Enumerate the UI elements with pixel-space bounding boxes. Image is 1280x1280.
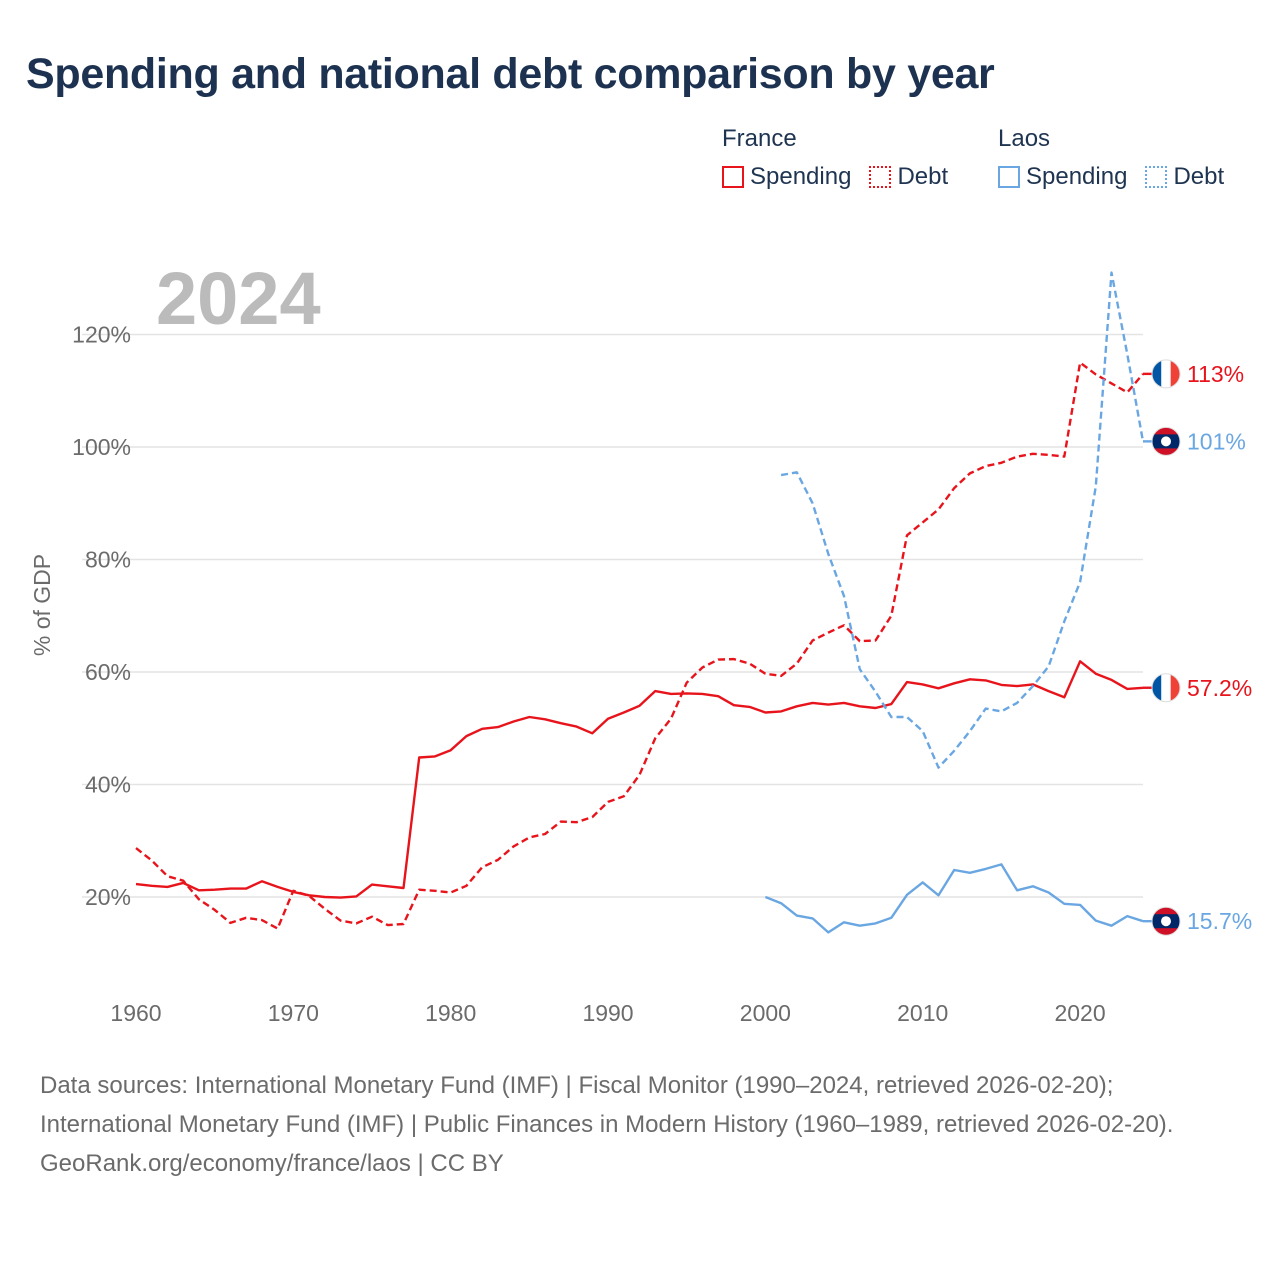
footer-sources: Data sources: International Monetary Fun… bbox=[40, 1072, 1174, 1138]
end-label-laos-debt: 101% bbox=[1187, 428, 1246, 454]
legend-label-france-spending: Spending bbox=[750, 163, 852, 190]
legend-label-laos-debt: Debt bbox=[1173, 163, 1225, 190]
end-markers: 57.2% 113% 15.7% 101% bbox=[1143, 359, 1252, 936]
y-tick-label: 80% bbox=[85, 547, 131, 573]
line-chart: 2024 % of GDP 20%40%60%80%100%120% 1960 1… bbox=[29, 257, 1252, 1026]
y-axis-title: % of GDP bbox=[29, 554, 55, 656]
x-tick-label: 1990 bbox=[582, 1000, 633, 1026]
series-lines bbox=[135, 271, 1145, 934]
legend-group-label-laos: Laos bbox=[998, 125, 1051, 152]
france-flag-icon bbox=[1151, 359, 1181, 389]
x-axis-ticks: 1960 1970 1980 1990 2000 2010 2020 bbox=[110, 1000, 1105, 1026]
x-tick-label: 2000 bbox=[740, 1000, 791, 1026]
legend-item-france-spending[interactable]: Spending bbox=[722, 163, 851, 191]
footer: Data sources: International Monetary Fun… bbox=[40, 1066, 1240, 1183]
year-label: 2024 bbox=[156, 257, 321, 340]
y-tick-label: 60% bbox=[85, 659, 131, 685]
legend-group-france: France Spending Debt bbox=[722, 122, 948, 198]
end-label-laos-spending: 15.7% bbox=[1187, 908, 1252, 934]
legend-item-laos-spending[interactable]: Spending bbox=[998, 163, 1127, 191]
series-line-france-debt[interactable] bbox=[135, 361, 1144, 930]
legend-label-france-debt: Debt bbox=[897, 163, 949, 190]
legend-swatch-laos-spending bbox=[998, 166, 1020, 188]
legend-label-laos-spending: Spending bbox=[1026, 163, 1128, 190]
grid bbox=[82, 333, 1143, 898]
legend-group-laos: Laos Spending Debt bbox=[998, 122, 1224, 198]
x-tick-label: 2020 bbox=[1054, 1000, 1105, 1026]
y-axis-ticks: 20% 40% 60% 80% 100% 120% bbox=[72, 322, 131, 911]
legend-group-label-france: France bbox=[722, 125, 797, 152]
y-tick-label: 120% bbox=[72, 322, 131, 348]
series-line-laos-spending[interactable] bbox=[764, 863, 1144, 934]
chart-title: Spending and national debt comparison by… bbox=[26, 50, 995, 98]
y-tick-label: 40% bbox=[85, 772, 131, 798]
x-tick-label: 1970 bbox=[268, 1000, 319, 1026]
series-line-france-spending[interactable] bbox=[135, 660, 1144, 899]
legend-swatch-france-spending bbox=[722, 166, 744, 188]
y-tick-label: 100% bbox=[72, 434, 131, 460]
laos-flag-icon bbox=[1151, 906, 1181, 936]
x-tick-label: 1980 bbox=[425, 1000, 476, 1026]
end-label-france-debt: 113% bbox=[1187, 361, 1244, 387]
legend-swatch-france-debt bbox=[869, 166, 892, 188]
laos-flag-icon bbox=[1151, 426, 1181, 456]
legend-item-laos-debt[interactable]: Debt bbox=[1145, 163, 1224, 191]
end-label-france-spending: 57.2% bbox=[1187, 675, 1252, 701]
series-line-laos-debt[interactable] bbox=[780, 271, 1145, 769]
legend-swatch-laos-debt bbox=[1145, 166, 1168, 188]
x-tick-label: 2010 bbox=[897, 1000, 948, 1026]
y-tick-label: 20% bbox=[85, 884, 131, 910]
x-tick-label: 1960 bbox=[110, 1000, 161, 1026]
legend-item-france-debt[interactable]: Debt bbox=[869, 163, 948, 191]
footer-credit[interactable]: GeoRank.org/economy/france/laos | CC BY bbox=[40, 1150, 504, 1177]
france-flag-icon bbox=[1151, 673, 1181, 703]
